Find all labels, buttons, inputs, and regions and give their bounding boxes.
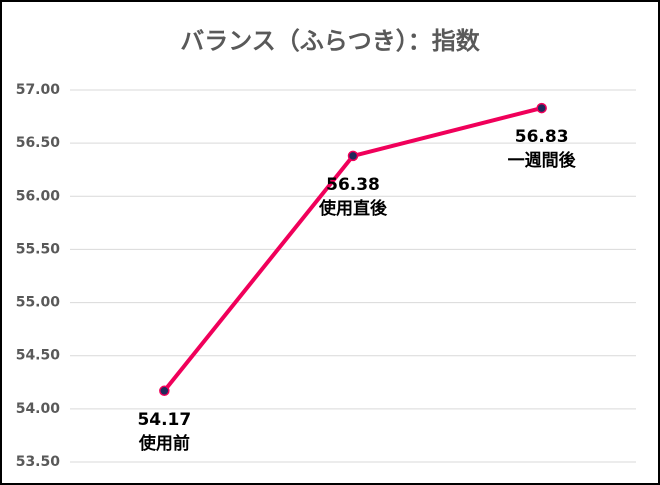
y-tick-label: 55.00 [16,295,61,311]
chart-title: バランス（ふらつき）：指数 [180,27,481,55]
category-label: 使用前 [138,433,190,454]
data-label: 56.83 [515,127,569,147]
y-tick-label: 55.50 [16,241,61,257]
data-point [159,385,170,397]
y-tick-label: 54.00 [16,401,61,417]
y-tick-label: 57.00 [16,82,61,98]
y-tick-label: 56.50 [16,135,61,151]
data-point [347,150,359,162]
data-label: 54.17 [137,410,191,430]
data-point [536,102,547,114]
category-label: 使用直後 [318,198,388,219]
y-tick-label: 54.50 [16,348,61,364]
category-label: 一週間後 [508,150,577,171]
y-tick-label: 56.00 [16,188,61,204]
y-tick-label: 53.50 [16,454,61,470]
data-label: 56.38 [326,175,380,195]
